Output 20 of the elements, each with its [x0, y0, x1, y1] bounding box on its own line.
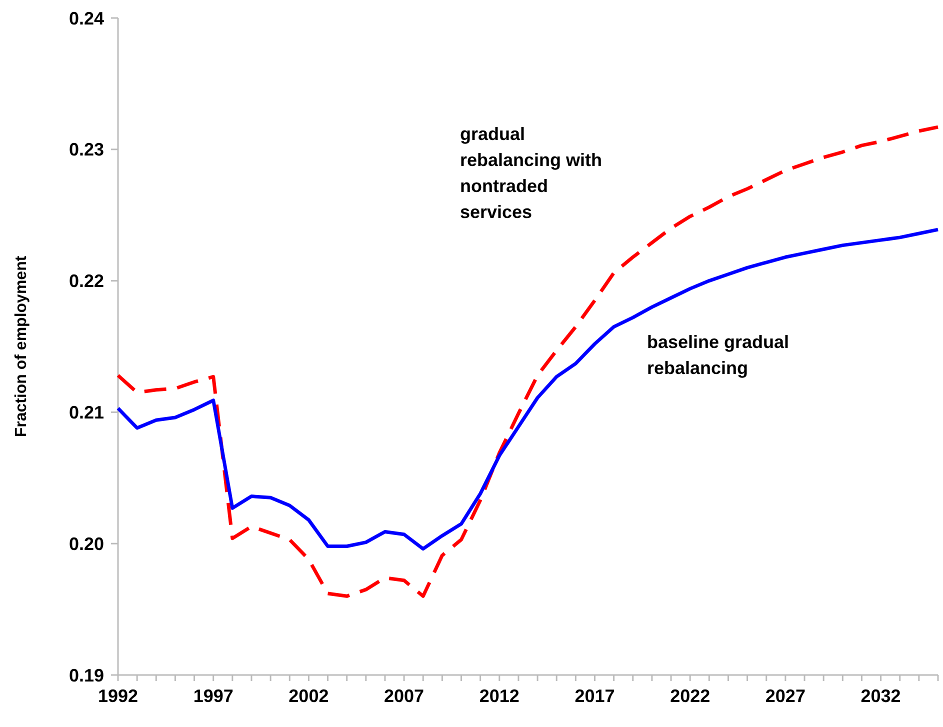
x-tick-label: 1997 [193, 686, 234, 706]
line-series [116, 228, 940, 551]
y-tick-label: 0.21 [68, 402, 104, 422]
text: gradual rebalancing with nontraded services [460, 124, 602, 222]
y-axis-title: Fraction of employment [13, 255, 30, 438]
y-tick-label: 0.20 [68, 534, 104, 554]
y-tick-label: 0.22 [68, 271, 104, 292]
x-tick-label: 2027 [765, 686, 806, 706]
x-tick-label: 2017 [574, 686, 615, 706]
x-tick-label: 2002 [288, 686, 329, 706]
y-tick-label: 0.24 [68, 8, 104, 28]
x-tick-label: 1992 [98, 686, 138, 706]
x-tick-label: 2007 [384, 686, 424, 706]
x-tick-label: 2012 [479, 686, 520, 706]
x-tick-label: 2022 [670, 686, 710, 706]
line-series [116, 125, 940, 598]
series-label: baseline gradual rebalancing [647, 332, 790, 378]
y-tick-label: 0.23 [68, 140, 104, 160]
y-tick-label: 0.19 [68, 665, 104, 686]
x-tick-label: 2032 [860, 686, 901, 706]
